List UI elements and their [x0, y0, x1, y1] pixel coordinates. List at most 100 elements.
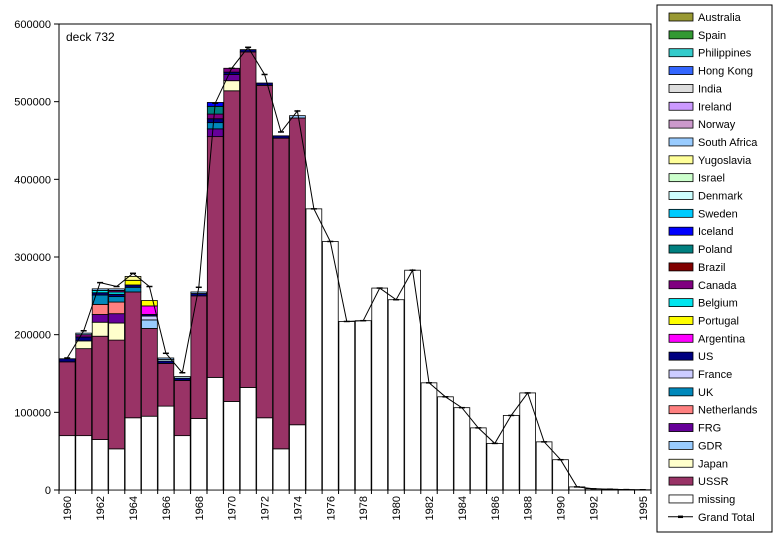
x-tick-label: 1966 — [161, 496, 173, 520]
bar-segment-missing — [109, 449, 125, 490]
bar-segment-ussr — [125, 292, 141, 418]
y-tick-label: 200000 — [14, 330, 51, 342]
y-tick-label: 600000 — [14, 19, 51, 31]
bar-segment-canada — [207, 114, 223, 119]
bar-segment-japan — [109, 323, 125, 340]
y-tick-label: 100000 — [14, 407, 51, 419]
bar-segment-ussr — [142, 328, 158, 416]
y-tick-label: 0 — [45, 485, 51, 497]
bar-segment-uk — [109, 297, 125, 302]
bar-segment-missing — [372, 288, 388, 490]
legend-label: Australia — [698, 12, 742, 24]
bar-segment-missing — [454, 408, 470, 490]
legend-label: Philippines — [698, 48, 752, 60]
legend-label: US — [698, 351, 713, 363]
legend-swatch-canada — [669, 281, 693, 289]
bar-segment-missing — [191, 419, 207, 490]
legend-swatch-gdr — [669, 441, 693, 449]
bar-segment-missing — [355, 321, 371, 490]
bar-segment-uk — [125, 287, 141, 292]
bar-segment-missing — [503, 415, 519, 490]
bar-segment-south-africa — [76, 333, 92, 335]
legend-swatch-argentina — [669, 334, 693, 342]
bar-segment-missing — [273, 449, 289, 490]
bar-segment-missing — [306, 209, 322, 490]
bar-segment-gdr — [142, 320, 158, 329]
legend-label: Norway — [698, 119, 736, 131]
bar-segment-missing — [405, 270, 421, 490]
bar-segment-missing — [174, 436, 190, 490]
legend-label: Argentina — [698, 333, 746, 345]
bar-segment-missing — [158, 406, 174, 490]
legend-swatch-brazil — [669, 263, 693, 271]
bar-segment-us — [207, 119, 223, 123]
bar-segment-frg — [207, 129, 223, 137]
x-tick-label: 1990 — [556, 496, 568, 520]
bar-segment-portugal — [142, 300, 158, 305]
bar-segment-us — [240, 50, 256, 52]
legend-swatch-denmark — [669, 192, 693, 200]
x-tick-label: 1995 — [638, 496, 650, 520]
bar-segment-missing — [487, 443, 503, 490]
bar-segment-frg — [109, 314, 125, 323]
legend-label: Netherlands — [698, 405, 758, 417]
legend-label: Israel — [698, 173, 725, 185]
bar-segment-ussr — [257, 85, 273, 417]
bar-segment-missing — [257, 418, 273, 490]
legend-swatch-france — [669, 370, 693, 378]
legend-label: Spain — [698, 30, 726, 42]
legend-label: USSR — [698, 476, 729, 488]
bar-segment-missing — [59, 436, 75, 490]
legend-label: Yugoslavia — [698, 155, 752, 167]
legend-label: Sweden — [698, 208, 738, 220]
bar-segment-us — [257, 83, 273, 85]
legend-label: Iceland — [698, 226, 733, 238]
x-tick-label: 1986 — [490, 496, 502, 520]
legend-swatch-spain — [669, 31, 693, 39]
legend-label: Ireland — [698, 101, 732, 113]
legend-label: India — [698, 83, 723, 95]
bar-segment-ussr — [92, 336, 108, 439]
legend-label: UK — [698, 387, 714, 399]
legend-swatch-us — [669, 352, 693, 360]
legend-label: Japan — [698, 458, 728, 470]
bar-segment-missing — [76, 436, 92, 490]
y-tick-label: 500000 — [14, 97, 51, 109]
legend-label: missing — [698, 494, 735, 506]
legend-label: Grand Total — [698, 512, 755, 524]
legend-label: GDR — [698, 440, 723, 452]
legend-swatch-norway — [669, 120, 693, 128]
legend-swatch-ussr — [669, 477, 693, 485]
bar-segment-ussr — [59, 362, 75, 436]
bar-segment-japan — [224, 81, 240, 91]
x-tick-label: 1978 — [358, 496, 370, 520]
bar-segment-missing — [470, 428, 486, 490]
legend-swatch-belgium — [669, 299, 693, 307]
bar-segment-portugal — [125, 280, 141, 285]
bar-segment-japan — [76, 341, 92, 349]
bar-segment-missing — [536, 442, 552, 490]
bar-segment-missing — [553, 460, 569, 490]
bar-segment-japan — [92, 322, 108, 336]
legend-swatch-netherlands — [669, 406, 693, 414]
bar-segment-missing — [240, 387, 256, 490]
chart-title: deck 732 — [66, 30, 115, 44]
legend-swatch-philippines — [669, 49, 693, 57]
x-tick-label: 1970 — [227, 496, 239, 520]
bar-segment-missing — [207, 377, 223, 490]
bar-segment-us — [59, 359, 75, 362]
bar-segment-south-africa — [92, 289, 108, 291]
bar-segment-missing — [520, 393, 536, 490]
x-tick-label: 1988 — [523, 496, 535, 520]
legend-swatch-hong-kong — [669, 67, 693, 75]
bar-segment-ussr — [76, 349, 92, 436]
legend-label: Belgium — [698, 298, 738, 310]
x-tick-label: 1980 — [391, 496, 403, 520]
bar-segment-us — [273, 136, 289, 138]
bar-segment-ussr — [224, 91, 240, 402]
x-tick-label: 1964 — [128, 496, 140, 520]
bar-segment-ussr — [174, 380, 190, 435]
x-tick-label: 1972 — [260, 496, 272, 520]
